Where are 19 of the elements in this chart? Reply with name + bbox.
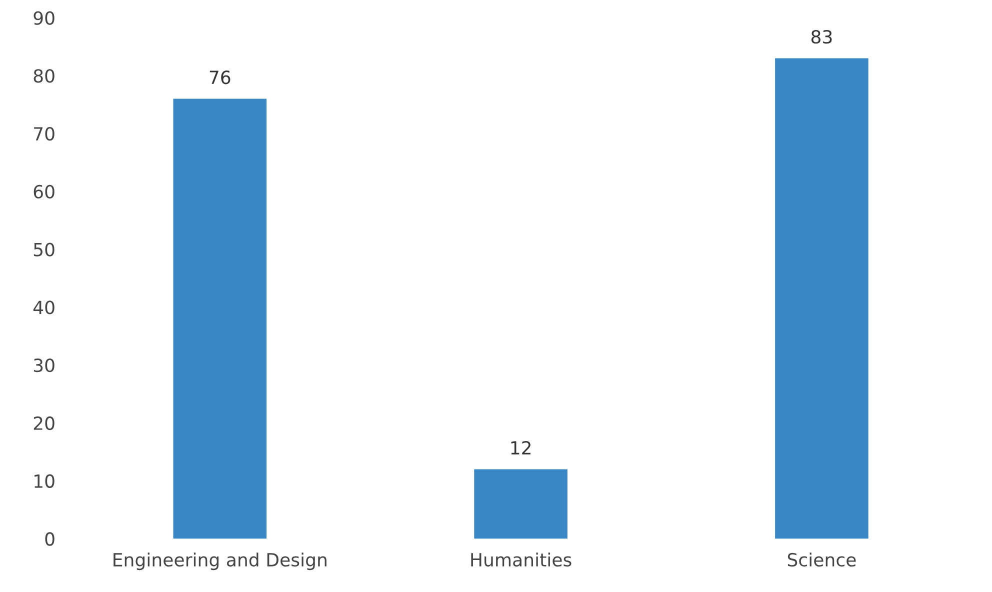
data-label: 83 xyxy=(811,30,832,44)
x-tick-label: Science xyxy=(788,552,856,567)
bar xyxy=(474,469,568,539)
y-tick-label: 0 xyxy=(45,532,54,546)
y-tick-label: 10 xyxy=(34,474,54,488)
y-tick-label: 50 xyxy=(34,242,54,256)
y-tick-label: 40 xyxy=(33,300,54,314)
y-tick-label: 20 xyxy=(34,416,54,430)
data-label: 12 xyxy=(511,440,530,454)
y-tick-label: 80 xyxy=(34,69,54,83)
y-tick-label: 60 xyxy=(34,184,54,199)
x-tick-label: Humanities xyxy=(471,552,572,567)
bar xyxy=(775,58,868,539)
y-tick-label: 30 xyxy=(34,358,54,372)
y-tick-label: 70 xyxy=(34,126,54,141)
x-tick-label: Engineering and Design xyxy=(114,552,326,570)
data-label: 76 xyxy=(210,70,230,84)
y-tick-label: 90 xyxy=(34,11,54,25)
bar xyxy=(173,98,267,539)
